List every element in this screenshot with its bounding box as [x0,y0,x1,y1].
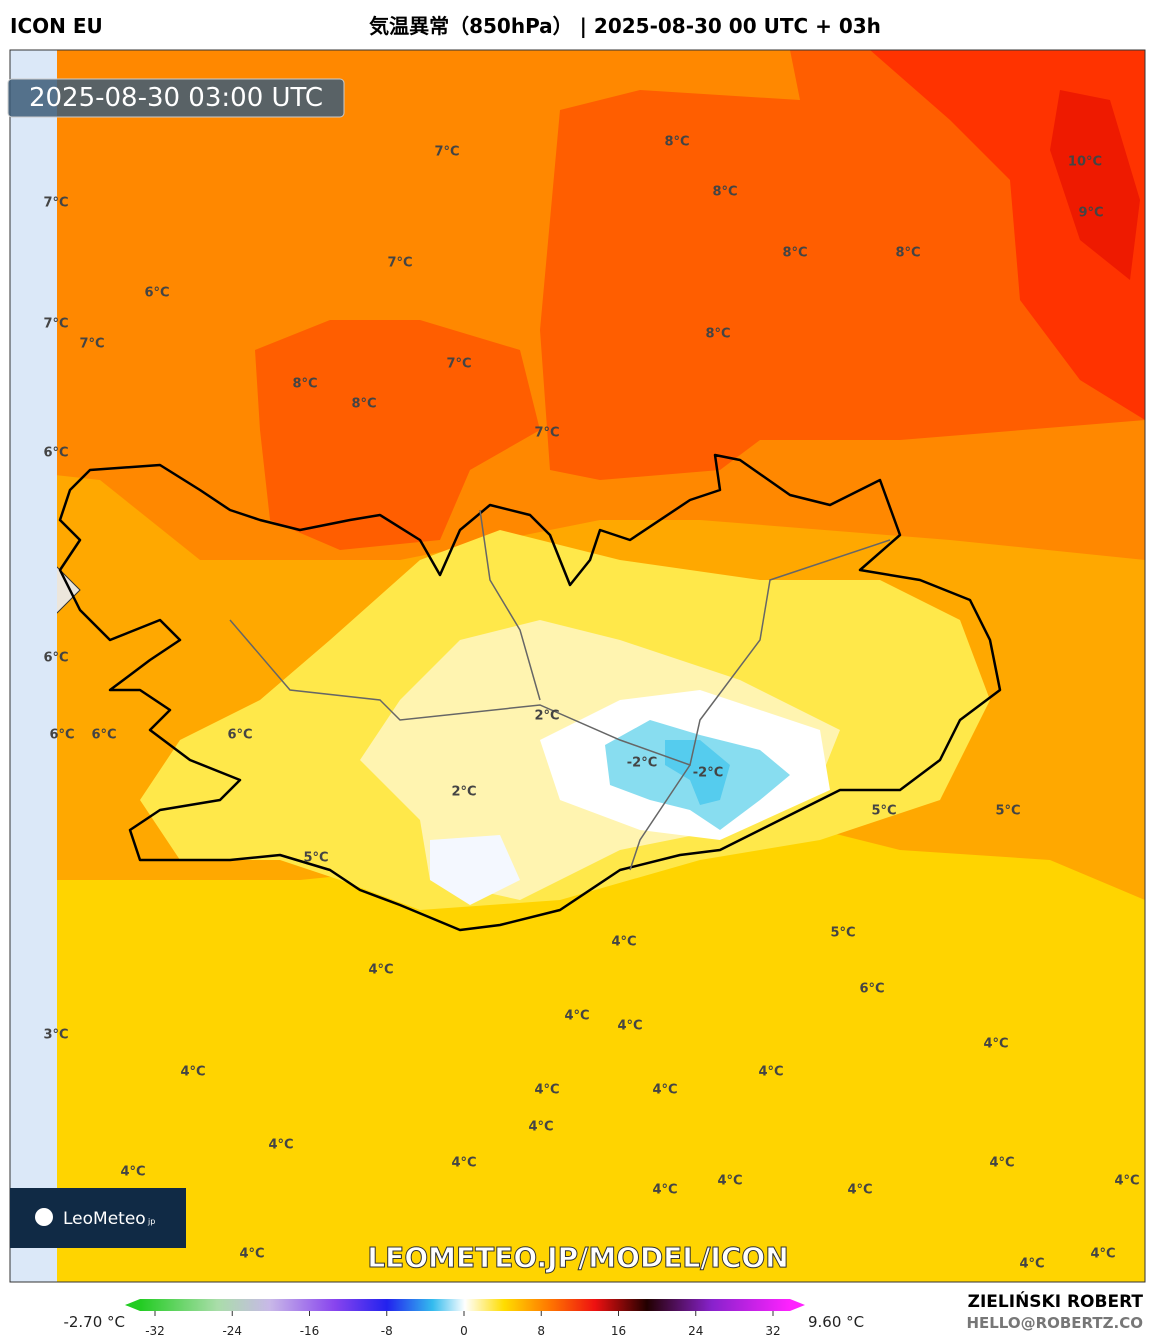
contour-label: 10°C [1068,155,1102,170]
contour-label: 4°C [983,1037,1008,1052]
colorbar [140,1299,790,1311]
field-0b [430,835,520,905]
contour-label: 4°C [1019,1257,1044,1272]
contour-label: 8°C [895,246,920,261]
colorbar-min: -2.70 °C [63,1313,125,1331]
contour-labels: 7°C 8°C 10°C 7°C 8°C 9°C 7°C 8°C 8°C 6°C 7°C 7°C 8°C… [0,0,1139,1272]
contour-label: 6°C [859,982,884,997]
map-frame [9,49,1146,1283]
logo-sun [35,1208,53,1226]
contour-label: 7°C [43,317,68,332]
contour-label: 4°C [652,1083,677,1098]
contour-label: 4°C [717,1174,742,1189]
colorbar-tick-label: 32 [765,1324,780,1338]
contour-label: 5°C [871,804,896,819]
colorbar-tick-label: 8 [537,1324,545,1338]
contour-label: 8°C [292,377,317,392]
author: ZIELIŃSKI ROBERT [968,1290,1144,1312]
contour-label: 8°C [351,397,376,412]
contour-label: 8°C [782,246,807,261]
contour-label: 4°C [617,1019,642,1034]
colorbar-max: 9.60 °C [808,1313,864,1331]
contour-label: 8°C [664,135,689,150]
model-name: ICON EU [10,14,103,38]
contour-label: -2°C [627,756,657,771]
colorbar-ticks: -32 -24 -16 -8 0 8 16 24 32 [145,1311,781,1338]
no-data-strip [10,50,57,1282]
contour-label: 4°C [239,1247,264,1262]
logo-suffix: jp [147,1217,155,1226]
contour-label: 6°C [43,446,68,461]
contour-label: 2°C [534,709,559,724]
contour-label: 4°C [758,1065,783,1080]
contour-label: 6°C [43,651,68,666]
road [229,539,891,766]
contour-label: 8°C [712,185,737,200]
contour-label: 4°C [1090,1247,1115,1262]
contour-label: 4°C [528,1120,553,1135]
colorbar-over [790,1299,805,1311]
logo-text: LeoMeteo [63,1209,146,1229]
colorbar-tick-label: 0 [460,1324,468,1338]
contour-label: 5°C [303,851,328,866]
map-title: 気温異常（850hPa） | 2025-08-30 00 UTC + 03h [369,14,881,38]
contour-label: 3°C [43,1028,68,1043]
contour-label: 8°C [705,327,730,342]
email: HELLO@ROBERTZ.CO [966,1314,1143,1332]
watermark: LEOMETEO.JP/MODEL/ICON [367,1241,788,1274]
contour-label: 4°C [0,0,13,8]
colorbar-tick-label: -8 [381,1324,393,1338]
road-2 [479,509,541,701]
field-m2 [665,740,730,805]
timestamp-box [7,78,345,118]
road-3 [629,764,691,871]
contour-label: 4°C [847,1183,872,1198]
field-10 [1050,90,1140,280]
contour-label: 4°C [611,935,636,950]
colorbar-tick-label: 16 [611,1324,626,1338]
contour-label: 4°C [1114,1174,1139,1189]
contour-label: 7°C [43,196,68,211]
colorbar-tick-label: 24 [688,1324,703,1338]
contour-label: 9°C [1078,206,1103,221]
field-8b [255,320,540,550]
contour-label: 4°C [451,1156,476,1171]
colorbar-tick-label: -16 [300,1324,320,1338]
contour-label: 4°C [180,1065,205,1080]
contour-label: 7°C [387,256,412,271]
contour-label: 7°C [446,357,471,372]
contour-label: 7°C [534,426,559,441]
contour-label: 4°C [564,1009,589,1024]
contour-label: 7°C [79,337,104,352]
contour-label: 4°C [534,1083,559,1098]
contour-label: 5°C [830,926,855,941]
contour-label: 4°C [652,1183,677,1198]
colorbar-tick-label: -32 [145,1324,165,1338]
contour-label: 2°C [451,785,476,800]
timestamp: 2025-08-30 03:00 UTC [29,83,323,113]
contour-label: 4°C [989,1156,1014,1171]
contour-label: -2°C [693,766,723,781]
contour-label: 4°C [268,1138,293,1153]
contour-label: 6°C [144,286,169,301]
contour-label: 6°C [91,728,116,743]
contour-label: 6°C [49,728,74,743]
contour-label: 6°C [227,728,252,743]
map-area: 7°C 8°C 10°C 7°C 8°C 9°C 7°C 8°C 8°C 6°C 7°C 7°C 8°C… [0,0,1145,1282]
colorbar-tick-label: -24 [222,1324,242,1338]
contour-label: 4°C [120,1165,145,1180]
coastline [58,453,1002,932]
contour-label: 4°C [368,963,393,978]
colorbar-under [125,1299,140,1311]
contour-label: 5°C [995,804,1020,819]
contour-label: 7°C [434,145,459,160]
